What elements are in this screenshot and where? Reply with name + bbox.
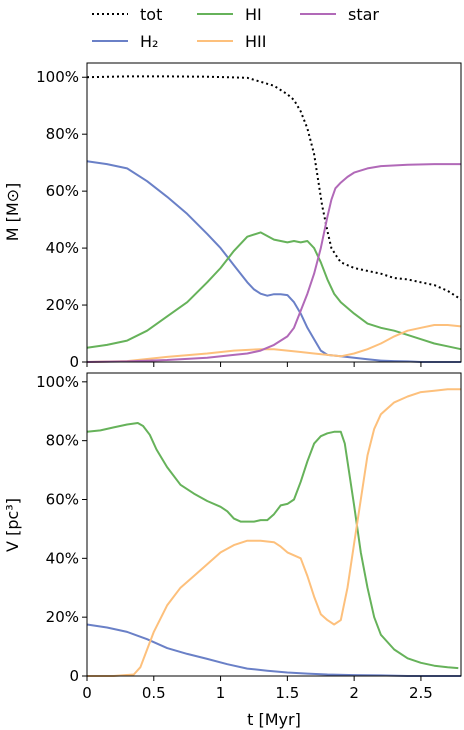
volume-series-h2-line — [86, 623, 461, 677]
volume-x-tick-label: 1 — [216, 684, 226, 702]
legend-item-star: star — [300, 5, 379, 24]
legend-item-tot: tot — [92, 5, 162, 24]
volume-y-axis-label: V [pc³] — [3, 498, 22, 552]
legend: tot H₂ HI HII star — [92, 5, 379, 51]
volume-plot-frame — [86, 372, 462, 677]
mass-y-tick-label: 20% — [46, 296, 79, 314]
mass-y-tick-label: 0 — [69, 353, 79, 371]
legend-label-h2: H₂ — [140, 32, 158, 51]
volume-tick-layer: 0 20% 40% 60% 80% 100% 0 0.5 1 1.5 2 2.5 — [36, 373, 433, 702]
legend-item-hii: HII — [197, 32, 266, 51]
volume-y-tick-label: 60% — [46, 490, 79, 508]
legend-item-h2: H₂ — [92, 32, 158, 51]
volume-x-tick-label: 2 — [349, 684, 359, 702]
legend-label-hi: HI — [245, 5, 262, 24]
mass-series-star-line — [86, 163, 461, 363]
mass-series-hii-line — [86, 324, 462, 363]
x-axis-label: t [Myr] — [247, 710, 301, 729]
mass-series-layer — [86, 75, 462, 363]
volume-x-tick-label: 0.5 — [142, 684, 166, 702]
mass-y-tick-label: 40% — [46, 239, 79, 257]
mass-series-hi-line — [86, 231, 462, 351]
volume-y-tick-label: 40% — [46, 549, 79, 567]
volume-y-tick-label: 80% — [46, 432, 79, 450]
legend-label-hii: HII — [245, 32, 266, 51]
volume-series-layer — [86, 388, 461, 677]
legend-label-star: star — [348, 5, 379, 24]
mass-series-tot-line — [86, 75, 462, 301]
volume-x-tick-label: 0 — [82, 684, 92, 702]
volume-y-tick-label: 0 — [69, 667, 79, 685]
mass-tick-layer: 0 20% 40% 60% 80% 100% — [36, 68, 422, 371]
mass-y-axis-label: M [M⊙] — [3, 183, 22, 242]
mass-y-tick-label: 100% — [36, 68, 79, 86]
mass-series-h2-line — [86, 160, 461, 363]
volume-x-tick-label: 2.5 — [409, 684, 433, 702]
mass-y-tick-label: 60% — [46, 182, 79, 200]
mass-panel: 0 20% 40% 60% 80% 100% M [M⊙] — [3, 62, 462, 371]
volume-series-hi-line — [86, 422, 459, 670]
mass-plot-frame — [86, 62, 462, 363]
volume-panel: 0 20% 40% 60% 80% 100% 0 0.5 1 1.5 2 2.5 V [pc³] t … — [3, 372, 462, 729]
volume-series-hii-line — [87, 388, 461, 677]
volume-y-tick-label: 100% — [36, 373, 79, 391]
legend-item-hi: HI — [197, 5, 262, 24]
volume-x-tick-label: 1.5 — [275, 684, 299, 702]
volume-y-tick-label: 20% — [46, 608, 79, 626]
legend-label-tot: tot — [140, 5, 162, 24]
mass-y-tick-label: 80% — [46, 125, 79, 143]
